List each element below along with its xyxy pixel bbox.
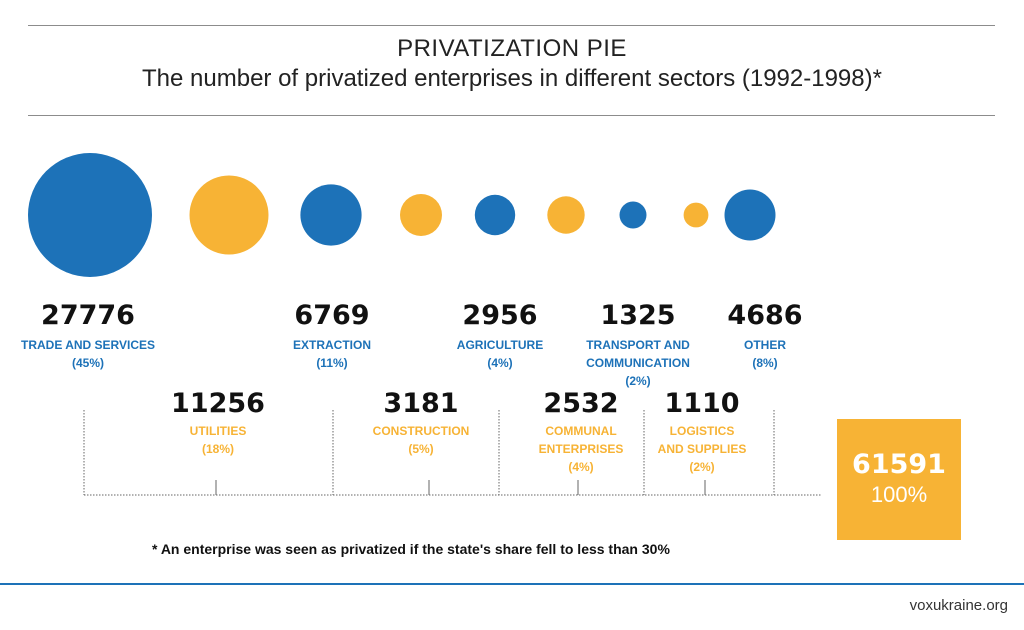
- value-logistics-and-supplies: 1110: [664, 388, 739, 419]
- chart-title: PRIVATIZATION PIE: [397, 35, 627, 62]
- label-logistics-and-supplies: AND SUPPLIES: [658, 442, 747, 456]
- value-other: 4686: [727, 300, 802, 331]
- bubble-chart: 27776 TRADE AND SERVICES (45%) 11256 UTILITI…: [21, 153, 822, 496]
- label-trade-and-services: TRADE AND SERVICES: [21, 338, 155, 352]
- percent-utilities: (18%): [202, 442, 234, 456]
- bubble-extraction: [300, 184, 362, 246]
- value-utilities: 11256: [171, 388, 265, 419]
- total-percent: 100%: [870, 482, 928, 507]
- label-utilities: UTILITIES: [190, 424, 247, 438]
- value-communal-enterprises: 2532: [543, 388, 618, 419]
- total-box: 61591 100%: [837, 419, 961, 540]
- footnote: * An enterprise was seen as privatized i…: [152, 541, 670, 557]
- label-logistics-and-supplies: LOGISTICS: [670, 424, 735, 438]
- percent-trade-and-services: (45%): [72, 356, 104, 370]
- label-construction: CONSTRUCTION: [373, 424, 470, 438]
- footer-rule: [0, 583, 1024, 585]
- bubble-logistics-and-supplies: [683, 202, 709, 228]
- chart-subtitle: The number of privatized enterprises in …: [142, 65, 882, 92]
- bubble-agriculture: [474, 194, 516, 236]
- percent-logistics-and-supplies: (2%): [689, 460, 714, 474]
- bubble-utilities: [189, 175, 269, 255]
- title-bottom-rule: [28, 115, 995, 116]
- label-agriculture: AGRICULTURE: [457, 338, 543, 352]
- source-credit: voxukraine.org: [909, 597, 1008, 614]
- value-trade-and-services: 27776: [41, 300, 135, 331]
- percent-extraction: (11%): [316, 356, 347, 370]
- bubble-transport-and-communication: [619, 201, 647, 229]
- label-transport-and-communication: COMMUNICATION: [586, 356, 690, 370]
- label-other: OTHER: [744, 338, 786, 352]
- connector-lines: [83, 410, 822, 496]
- value-construction: 3181: [383, 388, 458, 419]
- bubbles-group: [28, 153, 776, 277]
- percent-agriculture: (4%): [487, 356, 512, 370]
- percent-transport-and-communication: (2%): [625, 374, 650, 388]
- bubble-communal-enterprises: [547, 196, 585, 234]
- labels-group: 27776 TRADE AND SERVICES (45%) 11256 UTILITI…: [21, 300, 803, 474]
- title-block: PRIVATIZATION PIE The number of privatiz…: [0, 34, 1024, 94]
- percent-construction: (5%): [408, 442, 433, 456]
- bubble-trade-and-services: [28, 153, 152, 277]
- bubble-construction: [400, 194, 442, 236]
- top-rule: [28, 25, 995, 26]
- value-extraction: 6769: [294, 300, 369, 331]
- value-transport-and-communication: 1325: [600, 300, 675, 331]
- label-extraction: EXTRACTION: [293, 338, 371, 352]
- bubble-other: [724, 189, 776, 241]
- total-value: 61591: [852, 449, 946, 480]
- label-communal-enterprises: COMMUNAL: [545, 424, 616, 438]
- percent-communal-enterprises: (4%): [568, 460, 593, 474]
- label-communal-enterprises: ENTERPRISES: [539, 442, 624, 456]
- value-agriculture: 2956: [462, 300, 537, 331]
- label-transport-and-communication: TRANSPORT AND: [586, 338, 690, 352]
- percent-other: (8%): [752, 356, 777, 370]
